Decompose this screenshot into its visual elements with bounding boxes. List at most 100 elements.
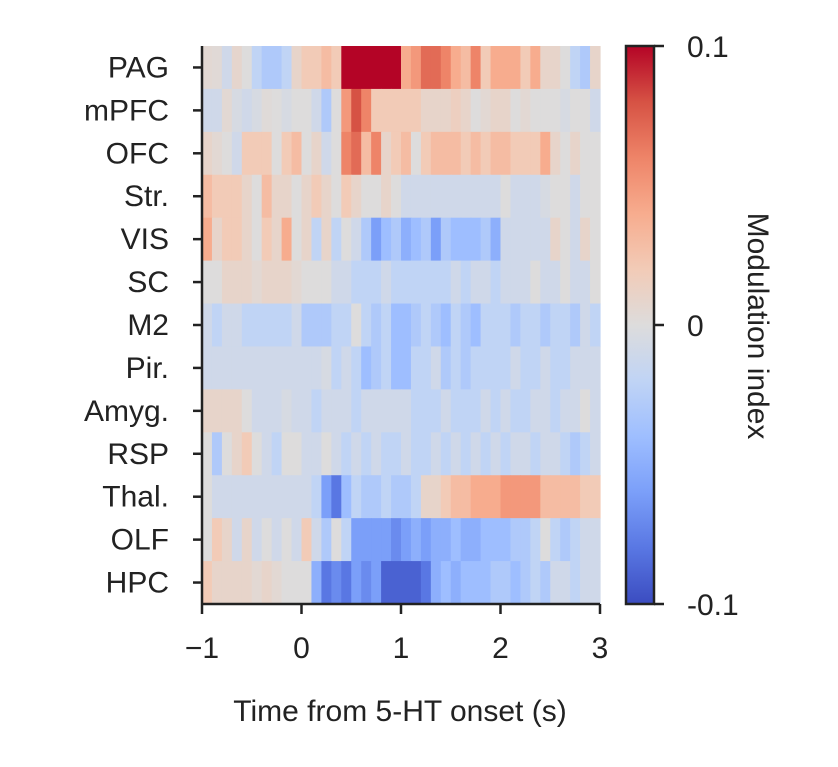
heatmap-cell: [570, 88, 581, 133]
heatmap-cell: [570, 217, 581, 262]
heatmap-cell: [271, 346, 283, 390]
heatmap-cell: [540, 131, 551, 176]
heatmap-cells: [202, 46, 601, 605]
heatmap-cell: [391, 260, 402, 305]
colorbar: 0.1 0 -0.1: [624, 31, 739, 622]
heatmap-cell: [241, 303, 253, 348]
heatmap-cell: [401, 518, 412, 562]
heatmap-cell: [331, 389, 342, 433]
heatmap-cell: [251, 475, 263, 519]
heatmap-cell: [321, 88, 332, 133]
heatmap-cell: [381, 561, 392, 605]
heatmap-cell: [281, 131, 293, 176]
y-tick-label: VIS: [121, 223, 169, 256]
heatmap-cell: [361, 46, 372, 90]
heatmap-cell: [550, 561, 561, 605]
heatmap-cell: [560, 518, 571, 562]
x-axis-label: Time from 5-HT onset (s): [233, 695, 566, 728]
heatmap-cell: [590, 174, 601, 219]
heatmap-cell: [510, 475, 521, 519]
heatmap-cell: [371, 131, 382, 176]
heatmap-cell: [410, 518, 422, 562]
heatmap-cell: [381, 389, 392, 433]
heatmap-cell: [510, 131, 521, 176]
heatmap-cell: [480, 518, 492, 562]
heatmap-cell: [281, 346, 293, 390]
heatmap-cell: [520, 432, 531, 476]
heatmap-cell: [430, 561, 442, 605]
heatmap-cell: [470, 217, 482, 262]
heatmap-cell: [580, 432, 591, 476]
heatmap-cell: [420, 518, 432, 562]
heatmap-cell: [341, 475, 352, 519]
heatmap-cell: [251, 217, 263, 262]
heatmap-cell: [231, 217, 243, 262]
heatmap-cell: [241, 217, 253, 262]
heatmap-cell: [470, 46, 482, 90]
x-tick-label: 3: [592, 632, 609, 665]
heatmap-cell: [570, 303, 581, 348]
heatmap-cell: [202, 217, 213, 262]
heatmap-cell: [361, 217, 372, 262]
heatmap-cell: [311, 217, 322, 262]
heatmap-cell: [490, 174, 502, 219]
heatmap-cell: [540, 88, 551, 133]
heatmap-cell: [351, 303, 362, 348]
heatmap-cell: [440, 46, 452, 90]
heatmap-cell: [520, 518, 531, 562]
heatmap-cell: [550, 432, 561, 476]
heatmap-cell: [321, 475, 332, 519]
heatmap-cell: [570, 346, 581, 390]
heatmap-cell: [221, 260, 233, 305]
heatmap-cell: [420, 217, 432, 262]
heatmap-cell: [311, 46, 322, 90]
heatmap-cell: [590, 88, 601, 133]
heatmap-cell: [460, 475, 472, 519]
heatmap-cell: [251, 346, 263, 390]
heatmap-cell: [331, 260, 342, 305]
heatmap-cell: [371, 88, 382, 133]
heatmap-cell: [221, 475, 233, 519]
heatmap-cell: [361, 432, 372, 476]
heatmap-cell: [460, 432, 472, 476]
heatmap-cell: [291, 346, 303, 390]
heatmap-cell: [560, 174, 571, 219]
heatmap-cell: [211, 217, 223, 262]
heatmap-cell: [510, 303, 521, 348]
heatmap-cell: [430, 260, 442, 305]
heatmap-cell: [520, 475, 531, 519]
heatmap-cell: [271, 88, 283, 133]
heatmap-cell: [510, 561, 521, 605]
heatmap-cell: [391, 389, 402, 433]
heatmap-cell: [450, 260, 462, 305]
heatmap-cell: [430, 475, 442, 519]
heatmap-cell: [291, 303, 303, 348]
heatmap-cell: [460, 217, 472, 262]
y-tick-label: Amyg.: [84, 395, 169, 428]
heatmap-cell: [460, 260, 472, 305]
heatmap-cell: [211, 46, 223, 90]
heatmap-cell: [261, 217, 273, 262]
y-tick-label: SC: [127, 266, 169, 299]
heatmap-cell: [440, 88, 452, 133]
heatmap-cell: [500, 174, 512, 219]
heatmap-cell: [500, 46, 512, 90]
heatmap-cell: [450, 217, 462, 262]
heatmap-cell: [560, 475, 571, 519]
heatmap-cell: [241, 88, 253, 133]
heatmap-cell: [251, 518, 263, 562]
heatmap-cell: [430, 88, 442, 133]
heatmap-cell: [341, 303, 352, 348]
heatmap-cell: [202, 432, 213, 476]
heatmap-cell: [211, 518, 223, 562]
heatmap-cell: [241, 174, 253, 219]
heatmap-cell: [590, 475, 601, 519]
heatmap-cell: [570, 518, 581, 562]
heatmap-cell: [430, 46, 442, 90]
heatmap-cell: [321, 432, 332, 476]
heatmap-cell: [410, 346, 422, 390]
heatmap-cell: [520, 389, 531, 433]
heatmap-cell: [450, 131, 462, 176]
heatmap-cell: [550, 217, 561, 262]
heatmap-cell: [251, 303, 263, 348]
